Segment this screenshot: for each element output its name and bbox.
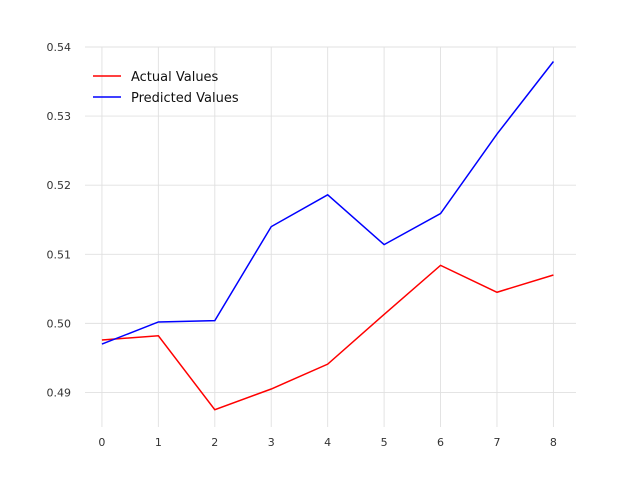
x-tick-label: 5 xyxy=(381,436,388,449)
x-tick-label: 6 xyxy=(437,436,444,449)
y-tick-label: 0.52 xyxy=(47,179,72,192)
x-tick-label: 4 xyxy=(324,436,331,449)
legend-label: Predicted Values xyxy=(131,91,239,106)
legend: Actual Values Predicted Values xyxy=(93,70,239,106)
x-tick-label: 7 xyxy=(493,436,500,449)
series-lines xyxy=(101,61,555,411)
x-tick-label: 1 xyxy=(155,436,162,449)
y-tick-label: 0.50 xyxy=(47,317,72,330)
y-tick-label: 0.53 xyxy=(47,110,72,123)
x-tick-label: 0 xyxy=(98,436,105,449)
x-tick-label: 8 xyxy=(550,436,557,449)
y-axis-ticks: 0.49 0.50 0.51 0.52 0.53 0.54 xyxy=(47,41,72,399)
x-axis-ticks: 0 1 2 3 4 5 6 7 8 xyxy=(98,436,556,449)
series-line-actual-values xyxy=(101,264,554,411)
y-tick-label: 0.54 xyxy=(47,41,72,54)
legend-label: Actual Values xyxy=(131,70,219,85)
y-tick-label: 0.49 xyxy=(47,386,72,399)
grid xyxy=(85,46,576,427)
x-tick-label: 2 xyxy=(211,436,218,449)
x-tick-label: 3 xyxy=(268,436,275,449)
series-line-predicted-values xyxy=(101,61,555,345)
y-tick-label: 0.51 xyxy=(47,248,72,261)
